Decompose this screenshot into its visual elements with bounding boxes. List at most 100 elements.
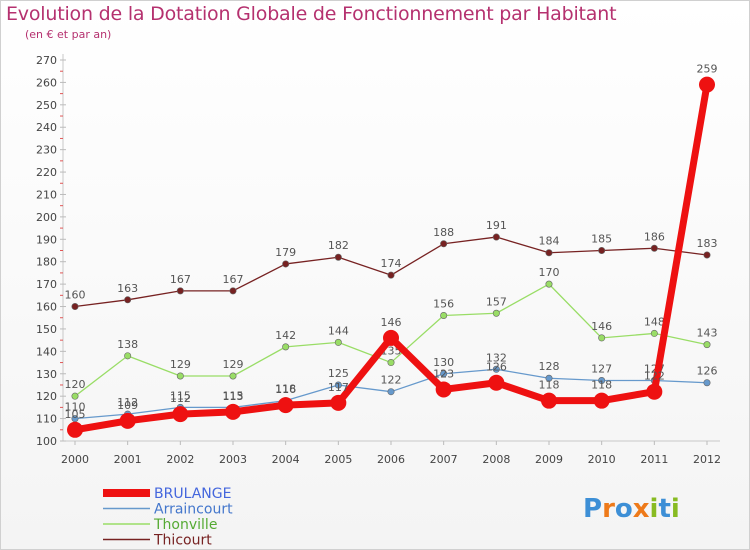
- data-label: 123: [433, 367, 454, 380]
- data-label: 126: [697, 365, 718, 378]
- data-point: [229, 372, 237, 380]
- data-point: [229, 287, 237, 295]
- data-point: [593, 392, 610, 409]
- data-label: 179: [275, 246, 296, 259]
- data-label: 143: [697, 327, 718, 340]
- y-tick-label: 270: [36, 54, 57, 67]
- data-label: 156: [433, 297, 454, 310]
- data-point: [440, 240, 448, 248]
- data-point: [440, 370, 448, 378]
- x-tick-label: 2006: [377, 453, 405, 466]
- data-point: [492, 365, 500, 373]
- data-label: 116: [275, 383, 296, 396]
- data-label: 148: [644, 315, 665, 328]
- data-point: [282, 260, 290, 268]
- data-point: [646, 383, 663, 400]
- x-tick-label: 2012: [693, 453, 721, 466]
- series-thicourt: 160 163 167 167 179 182 174 188 191 184 185 186 183: [65, 219, 718, 311]
- x-tick-label: 2004: [272, 453, 300, 466]
- x-tick-label: 2010: [588, 453, 616, 466]
- data-label: 122: [644, 370, 665, 383]
- y-tick-label: 180: [36, 256, 57, 269]
- data-label: 160: [65, 289, 86, 302]
- data-label: 112: [117, 396, 138, 409]
- y-tick-label: 100: [36, 435, 57, 448]
- data-label: 182: [328, 239, 349, 252]
- data-label: 118: [591, 379, 612, 392]
- x-tick-label: 2002: [166, 453, 194, 466]
- data-label: 146: [381, 316, 402, 329]
- x-tick-label: 2008: [482, 453, 510, 466]
- y-tick-label: 250: [36, 99, 57, 112]
- data-point: [71, 392, 79, 400]
- y-tick-label: 140: [36, 345, 57, 358]
- data-label: 184: [539, 235, 560, 248]
- data-point: [650, 244, 658, 252]
- data-point: [699, 76, 715, 93]
- data-point: [492, 309, 500, 317]
- legend-label: BRULANGE: [154, 486, 231, 502]
- data-label: 118: [275, 383, 296, 396]
- legend-label: Arraincourt: [154, 502, 233, 518]
- data-point: [172, 406, 189, 423]
- x-tick-label: 2001: [114, 453, 142, 466]
- data-point: [71, 415, 79, 423]
- data-label: 110: [65, 401, 86, 414]
- y-tick-label: 190: [36, 233, 57, 246]
- data-label: 142: [275, 329, 296, 342]
- data-label: 129: [223, 358, 244, 371]
- data-point: [387, 359, 395, 367]
- data-point: [119, 412, 136, 429]
- y-tick-label: 240: [36, 121, 57, 134]
- y-tick-label: 150: [36, 323, 57, 336]
- y-tick-label: 120: [36, 390, 57, 403]
- data-point: [176, 372, 184, 380]
- data-point: [387, 271, 395, 279]
- data-label: 174: [381, 257, 402, 270]
- data-label: 132: [486, 351, 507, 364]
- x-tick-label: 2003: [219, 453, 247, 466]
- data-point: [334, 381, 342, 389]
- data-point: [440, 311, 448, 319]
- data-label: 113: [223, 390, 244, 403]
- proxiti-logo: Proxiti: [583, 494, 680, 524]
- data-label: 167: [170, 273, 191, 286]
- data-label: 109: [117, 399, 138, 412]
- data-label: 188: [433, 226, 454, 239]
- data-point: [383, 329, 399, 346]
- data-label: 144: [328, 324, 349, 337]
- y-tick-label: 260: [36, 76, 57, 89]
- y-tick-label: 160: [36, 301, 57, 314]
- data-point: [330, 394, 347, 411]
- data-point: [492, 233, 500, 241]
- data-label: 120: [65, 378, 86, 391]
- data-label: 122: [381, 374, 402, 387]
- x-tick-label: 2000: [61, 453, 89, 466]
- data-point: [67, 421, 83, 438]
- y-tick-label: 230: [36, 144, 57, 157]
- data-label: 163: [117, 282, 138, 295]
- data-label: 167: [223, 273, 244, 286]
- x-tick-label: 2011: [640, 453, 668, 466]
- data-point: [225, 403, 241, 420]
- data-point: [282, 343, 290, 351]
- legend-label: Thicourt: [153, 533, 212, 549]
- data-point: [71, 303, 79, 311]
- data-point: [545, 374, 553, 382]
- data-label: 157: [486, 295, 507, 308]
- y-tick-label: 110: [36, 413, 57, 426]
- data-label: 146: [591, 320, 612, 333]
- x-tick-label: 2005: [324, 453, 352, 466]
- data-label: 259: [697, 63, 718, 76]
- y-tick-label: 200: [36, 211, 57, 224]
- data-point: [650, 329, 658, 337]
- data-point: [541, 392, 557, 409]
- data-point: [598, 334, 606, 342]
- data-label: 126: [486, 361, 507, 374]
- data-label: 125: [328, 367, 349, 380]
